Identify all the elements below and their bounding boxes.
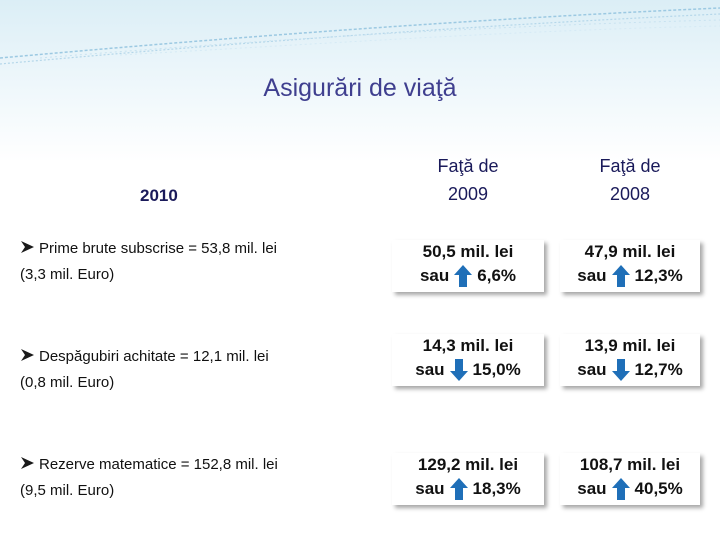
arrow-up-icon bbox=[611, 265, 630, 287]
cell-prime-2008: 47,9 mil. lei sau 12,3% bbox=[560, 240, 700, 292]
arrow-down-icon bbox=[611, 359, 630, 381]
column-header-2009: Faţă de 2009 bbox=[392, 152, 544, 208]
decorative-swoosh bbox=[0, 7, 720, 65]
cell-sau: sau bbox=[415, 360, 445, 379]
row-label-line1: Prime brute subscrise = 53,8 mil. lei bbox=[39, 240, 278, 257]
cell-despagubiri-2008: 13,9 mil. lei sau 12,7% bbox=[560, 334, 700, 386]
cell-value: 50,5 mil. lei bbox=[422, 242, 514, 261]
cell-prime-2009: 50,5 mil. lei sau 6,6% bbox=[392, 240, 544, 292]
page-title: Asigurări de viaţă bbox=[263, 74, 457, 102]
row-label-despagubiri: Despăgubiri achitate = 12,1 mil. lei (0,… bbox=[20, 344, 380, 396]
row-label-line1: Despăgubiri achitate = 12,1 mil. lei bbox=[39, 348, 269, 365]
column-header-2008: Faţă de 2008 bbox=[560, 152, 700, 208]
column-header-line1: Faţă de bbox=[599, 156, 661, 176]
cell-sau: sau bbox=[577, 360, 607, 379]
cell-value: 14,3 mil. lei bbox=[422, 336, 514, 355]
cell-percent: 18,3% bbox=[472, 479, 521, 498]
row-label-line1: Rezerve matematice = 152,8 mil. lei bbox=[39, 456, 278, 473]
row-label-rezerve: Rezerve matematice = 152,8 mil. lei (9,5… bbox=[20, 452, 380, 504]
cell-rezerve-2009: 129,2 mil. lei sau 18,3% bbox=[392, 453, 544, 505]
cell-percent: 12,7% bbox=[634, 360, 683, 379]
cell-value: 108,7 mil. lei bbox=[579, 455, 681, 474]
column-header-line1: Faţă de bbox=[437, 156, 499, 176]
cell-sau: sau bbox=[415, 479, 445, 498]
column-header-line2: 2009 bbox=[447, 184, 489, 204]
arrow-up-icon bbox=[454, 265, 473, 287]
cell-value: 129,2 mil. lei bbox=[417, 455, 519, 474]
arrow-up-icon bbox=[611, 478, 630, 500]
cell-value: 47,9 mil. lei bbox=[584, 242, 676, 261]
cell-rezerve-2008: 108,7 mil. lei sau 40,5% bbox=[560, 453, 700, 505]
arrow-bullet-icon bbox=[21, 241, 34, 253]
cell-sau: sau bbox=[419, 266, 450, 285]
cell-despagubiri-2009: 14,3 mil. lei sau 15,0% bbox=[392, 334, 544, 386]
arrow-up-icon bbox=[449, 478, 468, 500]
cell-sau: sau bbox=[577, 479, 607, 498]
cell-sau: sau bbox=[577, 266, 607, 285]
arrow-bullet-icon bbox=[21, 457, 34, 469]
column-header-line2: 2008 bbox=[609, 184, 651, 204]
cell-percent: 15,0% bbox=[472, 360, 521, 379]
row-label-line2: (3,3 mil. Euro) bbox=[20, 266, 115, 283]
cell-percent: 40,5% bbox=[634, 479, 683, 498]
year-label: 2010 bbox=[140, 186, 178, 205]
row-label-prime: Prime brute subscrise = 53,8 mil. lei (3… bbox=[20, 236, 380, 288]
arrow-bullet-icon bbox=[21, 349, 34, 361]
arrow-down-icon bbox=[449, 359, 468, 381]
row-label-line2: (0,8 mil. Euro) bbox=[20, 374, 115, 391]
row-label-line2: (9,5 mil. Euro) bbox=[20, 482, 115, 499]
cell-percent: 12,3% bbox=[634, 266, 683, 285]
cell-percent: 6,6% bbox=[477, 266, 517, 285]
cell-value: 13,9 mil. lei bbox=[584, 336, 676, 355]
